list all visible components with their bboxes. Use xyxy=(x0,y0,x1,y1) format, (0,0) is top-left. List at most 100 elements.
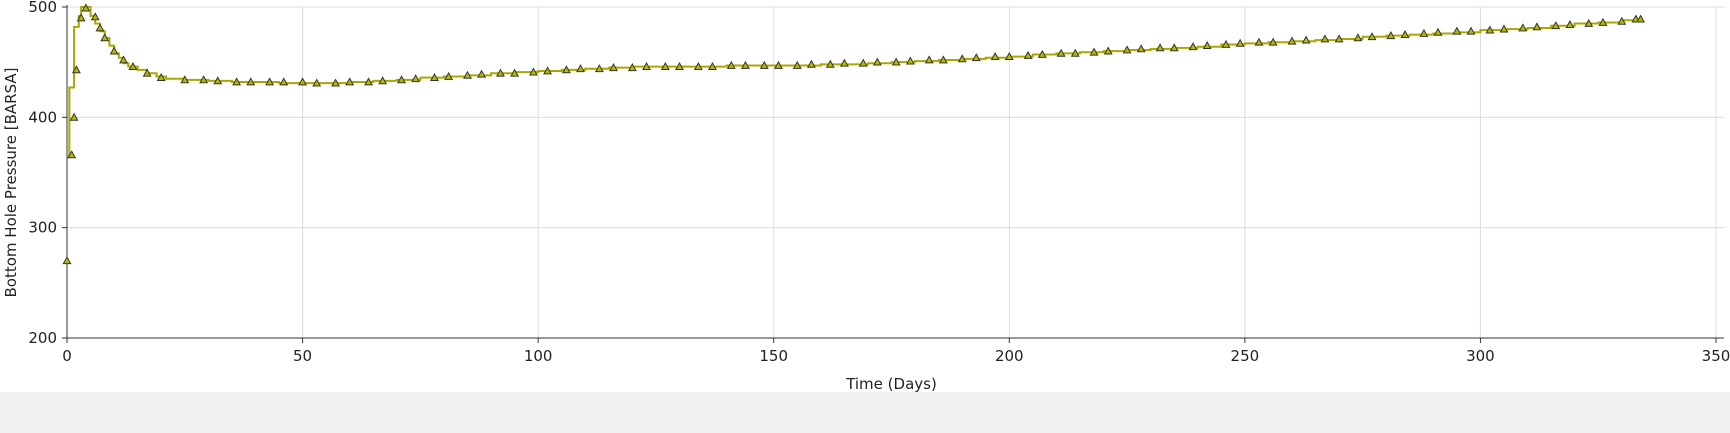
observed-pressure-marker xyxy=(576,64,585,73)
observed-pressure-marker xyxy=(1334,34,1344,43)
observed-pressure-marker xyxy=(109,46,119,55)
observed-pressure-marker xyxy=(1056,48,1066,57)
observed-pressure-marker xyxy=(1268,37,1278,46)
observed-pressure-marker xyxy=(726,60,736,69)
observed-pressure-marker xyxy=(100,33,110,42)
observed-pressure-marker xyxy=(496,68,505,77)
observed-pressure-marker xyxy=(430,72,439,81)
observed-pressure-marker xyxy=(1617,16,1627,25)
observed-pressure-marker xyxy=(1037,49,1047,58)
observed-pressure-marker xyxy=(265,77,275,86)
observed-pressure-marker xyxy=(1235,38,1245,47)
observed-pressure-marker xyxy=(1433,27,1443,36)
observed-pressure-marker xyxy=(839,58,849,67)
observed-pressure-marker xyxy=(213,76,223,85)
observed-pressure-marker xyxy=(1485,25,1495,34)
observed-pressure-marker xyxy=(95,23,105,32)
observed-pressure-marker xyxy=(938,55,948,64)
observed-pressure-marker xyxy=(67,150,77,159)
observed-pressure-marker xyxy=(411,74,421,83)
tick-labels: 200 300 400 500 0 50 100 150 200 250 300 350 xyxy=(28,0,1730,365)
observed-pressure-marker xyxy=(397,75,406,84)
observed-pressure-marker xyxy=(1565,20,1575,29)
observed-pressure-marker xyxy=(1386,31,1396,40)
observed-pressure-marker xyxy=(858,58,868,67)
observed-pressure-marker xyxy=(957,54,967,63)
observed-pressure-marker xyxy=(872,57,882,66)
observed-pressure-marker xyxy=(510,68,520,77)
observed-pressure-marker xyxy=(312,78,322,87)
observed-pressure-marker xyxy=(463,70,472,79)
observed-pressure-marker xyxy=(119,55,128,64)
observed-pressure-marker xyxy=(1636,14,1646,23)
observed-pressure-marker xyxy=(1122,45,1132,54)
observed-pressure-marker xyxy=(1221,39,1231,48)
observed-pressure-marker xyxy=(1584,18,1594,27)
observed-pressure-marker xyxy=(543,66,553,75)
observed-pressure-marker xyxy=(1188,42,1198,51)
observed-pressure-marker xyxy=(660,61,670,70)
observed-pressure-marker xyxy=(345,77,355,86)
observed-pressure-marker xyxy=(279,77,289,86)
x-tick-label: 200 xyxy=(995,347,1024,365)
observed-pressure-marker xyxy=(1301,35,1311,44)
observed-pressure-marker xyxy=(199,75,209,84)
observed-pressure-marker xyxy=(773,60,783,69)
observed-pressure-marker xyxy=(1532,22,1542,31)
observed-pressure-marker xyxy=(331,78,341,87)
x-tick-label: 350 xyxy=(1702,347,1730,365)
observed-pressure-marker xyxy=(905,56,915,65)
y-tick-label: 200 xyxy=(28,329,57,347)
observed-pressure-marker xyxy=(1367,32,1377,41)
observed-pressure-marker xyxy=(1103,46,1113,55)
observed-pressure-marker xyxy=(642,61,651,70)
observed-pressure-marker xyxy=(792,60,802,69)
observed-pressure-marker xyxy=(708,61,717,70)
observed-pressure-marker xyxy=(1419,28,1429,37)
y-tick-label: 400 xyxy=(28,108,57,126)
observed-pressure-marker xyxy=(128,61,138,70)
x-tick-label: 100 xyxy=(524,347,553,365)
observed-pressure-marker xyxy=(1598,17,1608,26)
observed-pressure-marker xyxy=(1499,24,1509,33)
observed-pressure-marker xyxy=(298,77,308,86)
observed-pressure-marker xyxy=(891,57,901,66)
observed-pressure-marker xyxy=(1320,34,1330,43)
observed-pressure-marker xyxy=(740,60,750,69)
observed-pressure-marker xyxy=(1004,52,1014,61)
y-tick-label: 300 xyxy=(28,219,57,237)
observed-pressure-marker xyxy=(561,65,571,74)
observed-pressure-marker xyxy=(180,75,190,84)
observed-pressure-marker xyxy=(693,61,703,70)
observed-pressure-marker xyxy=(924,55,934,64)
x-tick-label: 300 xyxy=(1466,347,1495,365)
observed-pressure-marker xyxy=(90,12,100,21)
x-tick-label: 0 xyxy=(62,347,72,365)
observed-pressure-marker xyxy=(1089,47,1099,56)
observed-pressure-marker xyxy=(477,69,487,78)
observed-pressure-marker xyxy=(1353,33,1363,42)
observed-pressure-marker xyxy=(609,63,618,72)
observed-pressure-marker xyxy=(142,68,152,77)
observed-pressure-marker xyxy=(444,71,454,80)
observed-pressure-marker xyxy=(825,59,835,68)
observed-pressure-marker xyxy=(1254,37,1264,46)
observed-pressure-marker xyxy=(71,65,81,74)
observed-pressure-marker xyxy=(1452,26,1462,35)
simulated-pressure-line xyxy=(67,6,1642,157)
observed-pressure-marker xyxy=(675,61,684,70)
observed-pressure-marker xyxy=(1070,48,1080,57)
observed-pressure-marker xyxy=(759,60,769,69)
observed-pressure-marker xyxy=(1466,26,1476,35)
observed-pressure-marker xyxy=(232,77,242,86)
observed-pressure-marker xyxy=(806,59,816,68)
observed-pressure-marker xyxy=(246,77,256,86)
observed-pressure-marker xyxy=(1287,36,1297,45)
observed-pressure-marker xyxy=(69,112,79,121)
observed-pressure-marker xyxy=(528,67,538,76)
x-tick-label: 150 xyxy=(759,347,788,365)
grid xyxy=(66,6,1724,339)
observed-pressure-marker xyxy=(1518,23,1528,32)
